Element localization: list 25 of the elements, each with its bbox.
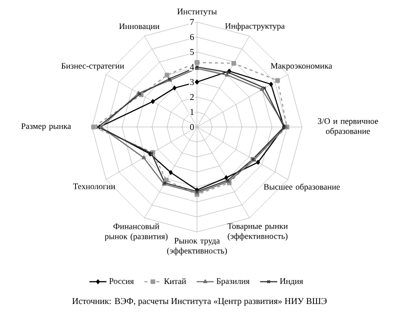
y-tick-label: 4: [190, 64, 194, 70]
legend-label: Индия: [280, 278, 303, 286]
spoke-label: Институты: [177, 8, 217, 16]
spoke-label: Бизнес-стратегии: [61, 63, 124, 70]
legend-label: Россия: [109, 278, 134, 284]
spoke-label: Инновации: [119, 23, 160, 31]
spoke-label: Инфраструктура: [225, 22, 285, 31]
y-tick-label: 7: [190, 19, 194, 25]
spoke-label: Размер рынка: [21, 123, 71, 131]
legend-label: Китай: [164, 278, 186, 284]
spoke-label: Финансовый рынок (развития): [104, 223, 168, 241]
spoke-label: Рынок труда (эффективность): [167, 238, 227, 256]
y-tick-label: 1: [190, 109, 194, 115]
spoke-label: Технологии: [73, 184, 116, 190]
spoke-label: Высшее образование: [264, 184, 340, 192]
y-tick-label: 3: [190, 78, 194, 86]
spoke-label: Макроэкономика: [270, 63, 332, 70]
text: Источник: ВЭФ, расчеты Института «Центр развития» НИУ ВШЭ: [72, 298, 327, 306]
y-tick-label: 5: [190, 49, 194, 55]
spoke-label: З/О и первичное образование: [318, 118, 378, 136]
y-tick-label: 2: [190, 94, 194, 100]
legend-label: Бразилия: [216, 278, 250, 286]
y-tick-label: 0: [190, 124, 194, 130]
spoke-label: Товарные рынки (эффективность): [228, 223, 288, 241]
y-tick-label: 6: [190, 34, 194, 40]
